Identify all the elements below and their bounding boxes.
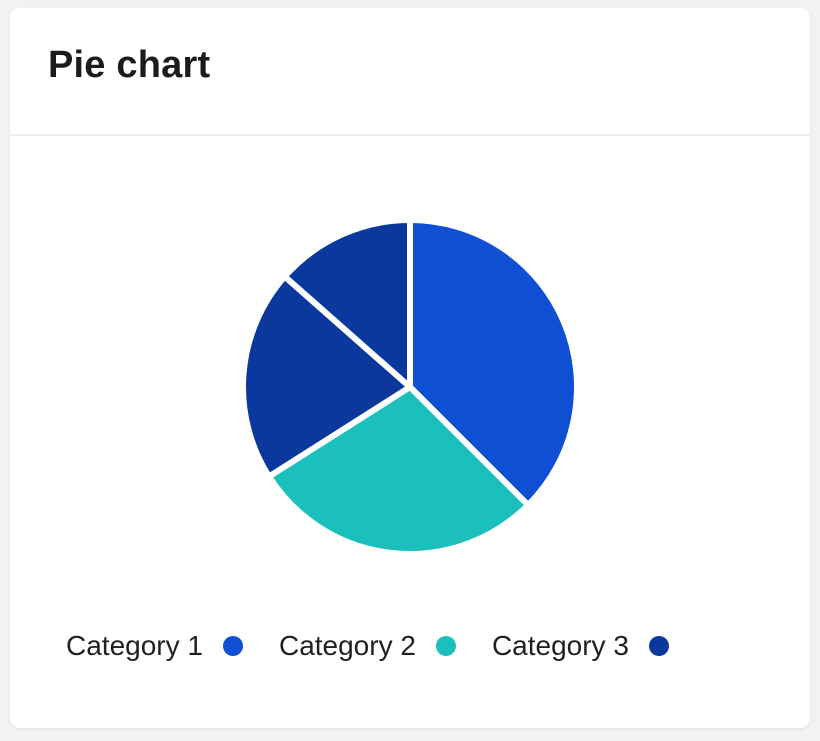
legend-item-category-2[interactable]: Category 2 xyxy=(279,630,456,662)
legend-swatch-dot xyxy=(435,636,456,656)
chart-title: Pie chart xyxy=(48,43,211,86)
pie-slice-3[interactable] xyxy=(240,273,413,480)
card-header: Pie chart xyxy=(10,8,810,136)
pie-chart-area xyxy=(10,138,810,598)
legend-swatch-dot xyxy=(648,636,669,656)
pie-slice-2[interactable] xyxy=(265,384,532,557)
chart-legend: Category 1 Category 2 Category 3 xyxy=(66,630,705,662)
legend-swatch-dot xyxy=(222,636,243,656)
legend-label: Category 2 xyxy=(278,630,416,661)
legend-label: Category 3 xyxy=(491,630,629,661)
legend-item-category-3[interactable]: Category 3 xyxy=(492,630,669,662)
legend-item-category-1[interactable]: Category 1 xyxy=(66,630,243,662)
legend-label: Category 1 xyxy=(66,630,203,661)
pie-chart xyxy=(240,217,580,557)
pie-slice-4[interactable] xyxy=(281,217,413,390)
pie-slice-1[interactable] xyxy=(407,217,580,509)
chart-card: Pie chart Category 1 Category 2 Category… xyxy=(10,8,810,728)
